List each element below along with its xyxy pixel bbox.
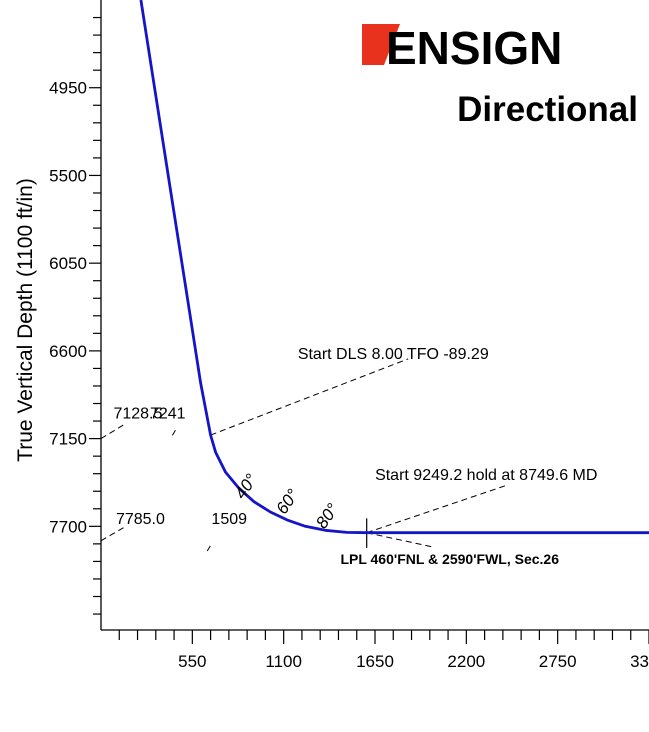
- survey-label: 7785.0: [116, 511, 165, 528]
- left-leader-lower: [100, 525, 127, 542]
- inclination-label: 40°: [231, 470, 261, 502]
- hold-leader-line: [366, 484, 509, 534]
- ticks-layer: [89, 16, 649, 644]
- survey-label: 7128.5: [113, 406, 162, 423]
- x-tick-label: 550: [178, 652, 206, 671]
- x-tick-label: 2750: [539, 652, 577, 671]
- well-path-line: [139, 0, 649, 535]
- left-tick-upper: [171, 427, 177, 436]
- inclination-label: 80°: [312, 500, 342, 532]
- left-leader-upper: [100, 423, 127, 440]
- x-tick-label: 3300: [630, 652, 649, 671]
- survey-label: 7241: [150, 406, 186, 423]
- x-tick-label: 1100: [265, 652, 302, 671]
- left-tick-lower: [206, 543, 212, 552]
- y-tick-label: 4950: [49, 79, 87, 98]
- y-tick-label: 5500: [49, 166, 87, 185]
- inclination-label: 60°: [272, 486, 302, 518]
- y-axis-title: True Vertical Depth (1100 ft/in): [14, 178, 37, 462]
- x-tick-label: 1650: [356, 652, 394, 671]
- survey-label: 1509: [211, 511, 247, 528]
- y-tick-label: 6050: [49, 254, 87, 273]
- logo-wordmark-directional: Directional: [457, 90, 638, 129]
- dls-leader-line: [210, 358, 409, 436]
- y-tick-label: 7150: [49, 430, 87, 449]
- annotation-hold: Start 9249.2 hold at 8749.6 MD: [375, 467, 597, 484]
- y-tick-label: 6600: [49, 342, 87, 361]
- annotation-start-dls: Start DLS 8.00 TFO -89.29: [298, 346, 489, 363]
- logo-red-mark: [362, 24, 400, 65]
- labels-layer: 4950 5500 6050 6600 7150 7700 550 1100 1650 2200 2…: [49, 79, 649, 671]
- y-tick-label: 7700: [49, 517, 87, 536]
- x-tick-label: 2200: [447, 652, 485, 671]
- annotation-lpl: LPL 460'FNL & 2590'FWL, Sec.26: [340, 551, 559, 567]
- logo-wordmark-ensign: ENSIGN: [386, 22, 562, 74]
- leader-lines: [100, 358, 509, 552]
- lpl-leader-line: [366, 532, 434, 548]
- series-layer: [139, 0, 649, 535]
- ensign-logo: ENSIGN Directional: [362, 22, 638, 129]
